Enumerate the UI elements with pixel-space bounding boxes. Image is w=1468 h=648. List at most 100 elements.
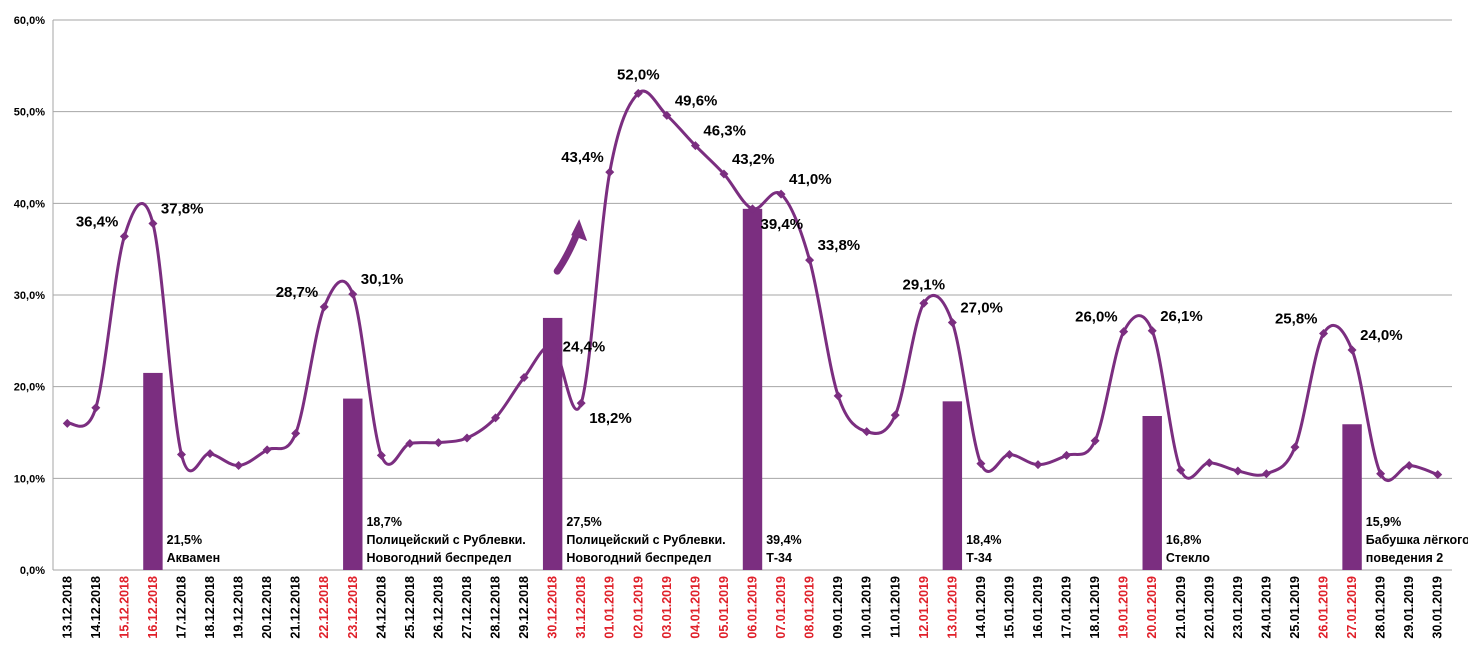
y-tick-label: 20,0% <box>14 382 45 394</box>
data-point-marker <box>291 428 301 438</box>
data-point-marker <box>662 110 672 120</box>
data-point-marker <box>748 204 757 214</box>
data-point-marker <box>405 439 415 448</box>
bar-value-label: 16,8% <box>1166 533 1201 547</box>
x-tick-label: 07.01.2019 <box>774 576 788 639</box>
bar <box>143 372 163 570</box>
bar-title-label: Стекло <box>1166 551 1210 565</box>
data-point-marker <box>1404 461 1414 470</box>
line-value-label: 18,2% <box>589 410 632 427</box>
data-point-marker <box>462 433 472 443</box>
data-point-marker <box>719 169 729 179</box>
data-point-marker <box>176 450 186 459</box>
x-tick-label: 05.01.2019 <box>717 576 731 639</box>
x-tick-label: 15.01.2019 <box>1002 576 1016 639</box>
x-tick-label: 25.01.2019 <box>1288 576 1302 639</box>
x-tick-label: 21.12.2018 <box>289 576 303 639</box>
x-tick-label: 22.01.2019 <box>1202 576 1216 639</box>
line-value-label: 39,4% <box>761 216 804 233</box>
data-point-marker <box>1319 329 1329 338</box>
bar <box>1342 424 1362 570</box>
x-tick-label: 27.01.2019 <box>1345 576 1359 639</box>
data-point-marker <box>1004 450 1014 459</box>
x-tick-label: 13.12.2018 <box>60 576 74 639</box>
data-point-marker <box>348 289 358 299</box>
x-tick-label: 01.01.2019 <box>603 576 617 639</box>
data-point-marker <box>1176 465 1186 475</box>
x-tick-label: 24.01.2019 <box>1259 576 1273 639</box>
data-point-marker <box>919 298 929 308</box>
data-point-marker <box>262 445 272 455</box>
x-tick-label: 15.12.2018 <box>117 576 131 639</box>
bar-title-label: Бабушка лёгкого <box>1366 533 1468 547</box>
x-tick-label: 23.01.2019 <box>1231 576 1245 639</box>
data-point-marker <box>1062 450 1072 460</box>
x-tick-label: 24.12.2018 <box>374 576 388 639</box>
x-tick-label: 14.01.2019 <box>974 576 988 639</box>
data-point-marker <box>833 391 843 401</box>
bar-value-label: 21,5% <box>167 533 202 547</box>
line-value-label: 24,4% <box>563 338 606 355</box>
y-axis: 0,0% 10,0% 20,0% 30,0% 40,0% 50,0% 60,0% <box>14 15 45 577</box>
x-tick-label: 21.01.2019 <box>1174 576 1188 639</box>
x-tick-label: 02.01.2019 <box>631 576 645 639</box>
x-tick-label: 14.12.2018 <box>89 576 103 639</box>
data-point-marker <box>376 450 386 460</box>
x-tick-label: 09.01.2019 <box>831 576 845 639</box>
x-tick-label: 18.01.2019 <box>1088 576 1102 639</box>
x-tick-label: 13.01.2019 <box>945 576 959 639</box>
data-point-marker <box>148 219 158 228</box>
bar-title-label: Т-34 <box>966 551 992 565</box>
bar-title-label: Полицейский с Рублевки. <box>366 533 525 547</box>
x-tick-label: 16.01.2019 <box>1031 576 1045 639</box>
data-point-marker <box>205 449 215 459</box>
data-point-marker <box>1433 470 1443 480</box>
bar-value-label: 27,5% <box>566 515 601 529</box>
y-tick-label: 10,0% <box>14 473 45 485</box>
x-tick-label: 20.12.2018 <box>260 576 274 639</box>
data-point-marker <box>491 413 501 423</box>
line-value-label: 26,1% <box>1160 308 1203 325</box>
line-value-label: 43,2% <box>732 151 775 168</box>
data-point-marker <box>605 167 615 177</box>
x-tick-label: 23.12.2018 <box>346 576 360 639</box>
bar-title-label: Аквамен <box>167 551 221 565</box>
bar-value-label: 39,4% <box>766 533 801 547</box>
x-tick-label: 04.01.2019 <box>688 576 702 639</box>
line-value-label: 25,8% <box>1275 311 1318 328</box>
y-tick-label: 40,0% <box>14 198 45 210</box>
x-tick-label: 26.12.2018 <box>431 576 445 639</box>
data-point-marker <box>519 373 529 382</box>
x-tick-label: 19.01.2019 <box>1117 576 1131 639</box>
data-point-marker <box>1233 466 1243 476</box>
bar-title-label: Новогодний беспредел <box>566 551 711 565</box>
line-value-label: 49,6% <box>675 92 718 109</box>
data-point-marker <box>319 302 329 312</box>
line-value-label: 24,0% <box>1360 327 1403 344</box>
x-tick-label: 17.01.2019 <box>1060 576 1074 639</box>
arrow-shaft <box>553 229 581 275</box>
line-value-label: 27,0% <box>960 300 1003 317</box>
bar-value-label: 18,4% <box>966 533 1001 547</box>
line-value-label: 43,4% <box>561 149 604 166</box>
bar-title-label: Новогодний беспредел <box>366 551 511 565</box>
data-point-marker <box>776 189 786 199</box>
data-point-marker <box>1147 326 1157 336</box>
line-series <box>62 88 1443 483</box>
x-tick-label: 30.01.2019 <box>1431 576 1445 639</box>
bar-title-label: Полицейский с Рублевки. <box>566 533 725 547</box>
data-point-marker <box>976 459 986 469</box>
bar-value-label: 18,7% <box>366 515 401 529</box>
bar <box>542 317 563 570</box>
data-point-marker <box>1261 469 1271 479</box>
x-tick-label: 31.12.2018 <box>574 576 588 639</box>
x-tick-label: 28.12.2018 <box>489 576 503 639</box>
line-value-label: 36,4% <box>76 213 119 230</box>
data-point-marker <box>1290 442 1300 452</box>
bar <box>1142 416 1162 570</box>
data-point-marker <box>947 318 957 327</box>
line-value-label: 46,3% <box>703 123 746 140</box>
data-point-marker <box>1119 327 1129 337</box>
x-tick-label: 25.12.2018 <box>403 576 417 639</box>
